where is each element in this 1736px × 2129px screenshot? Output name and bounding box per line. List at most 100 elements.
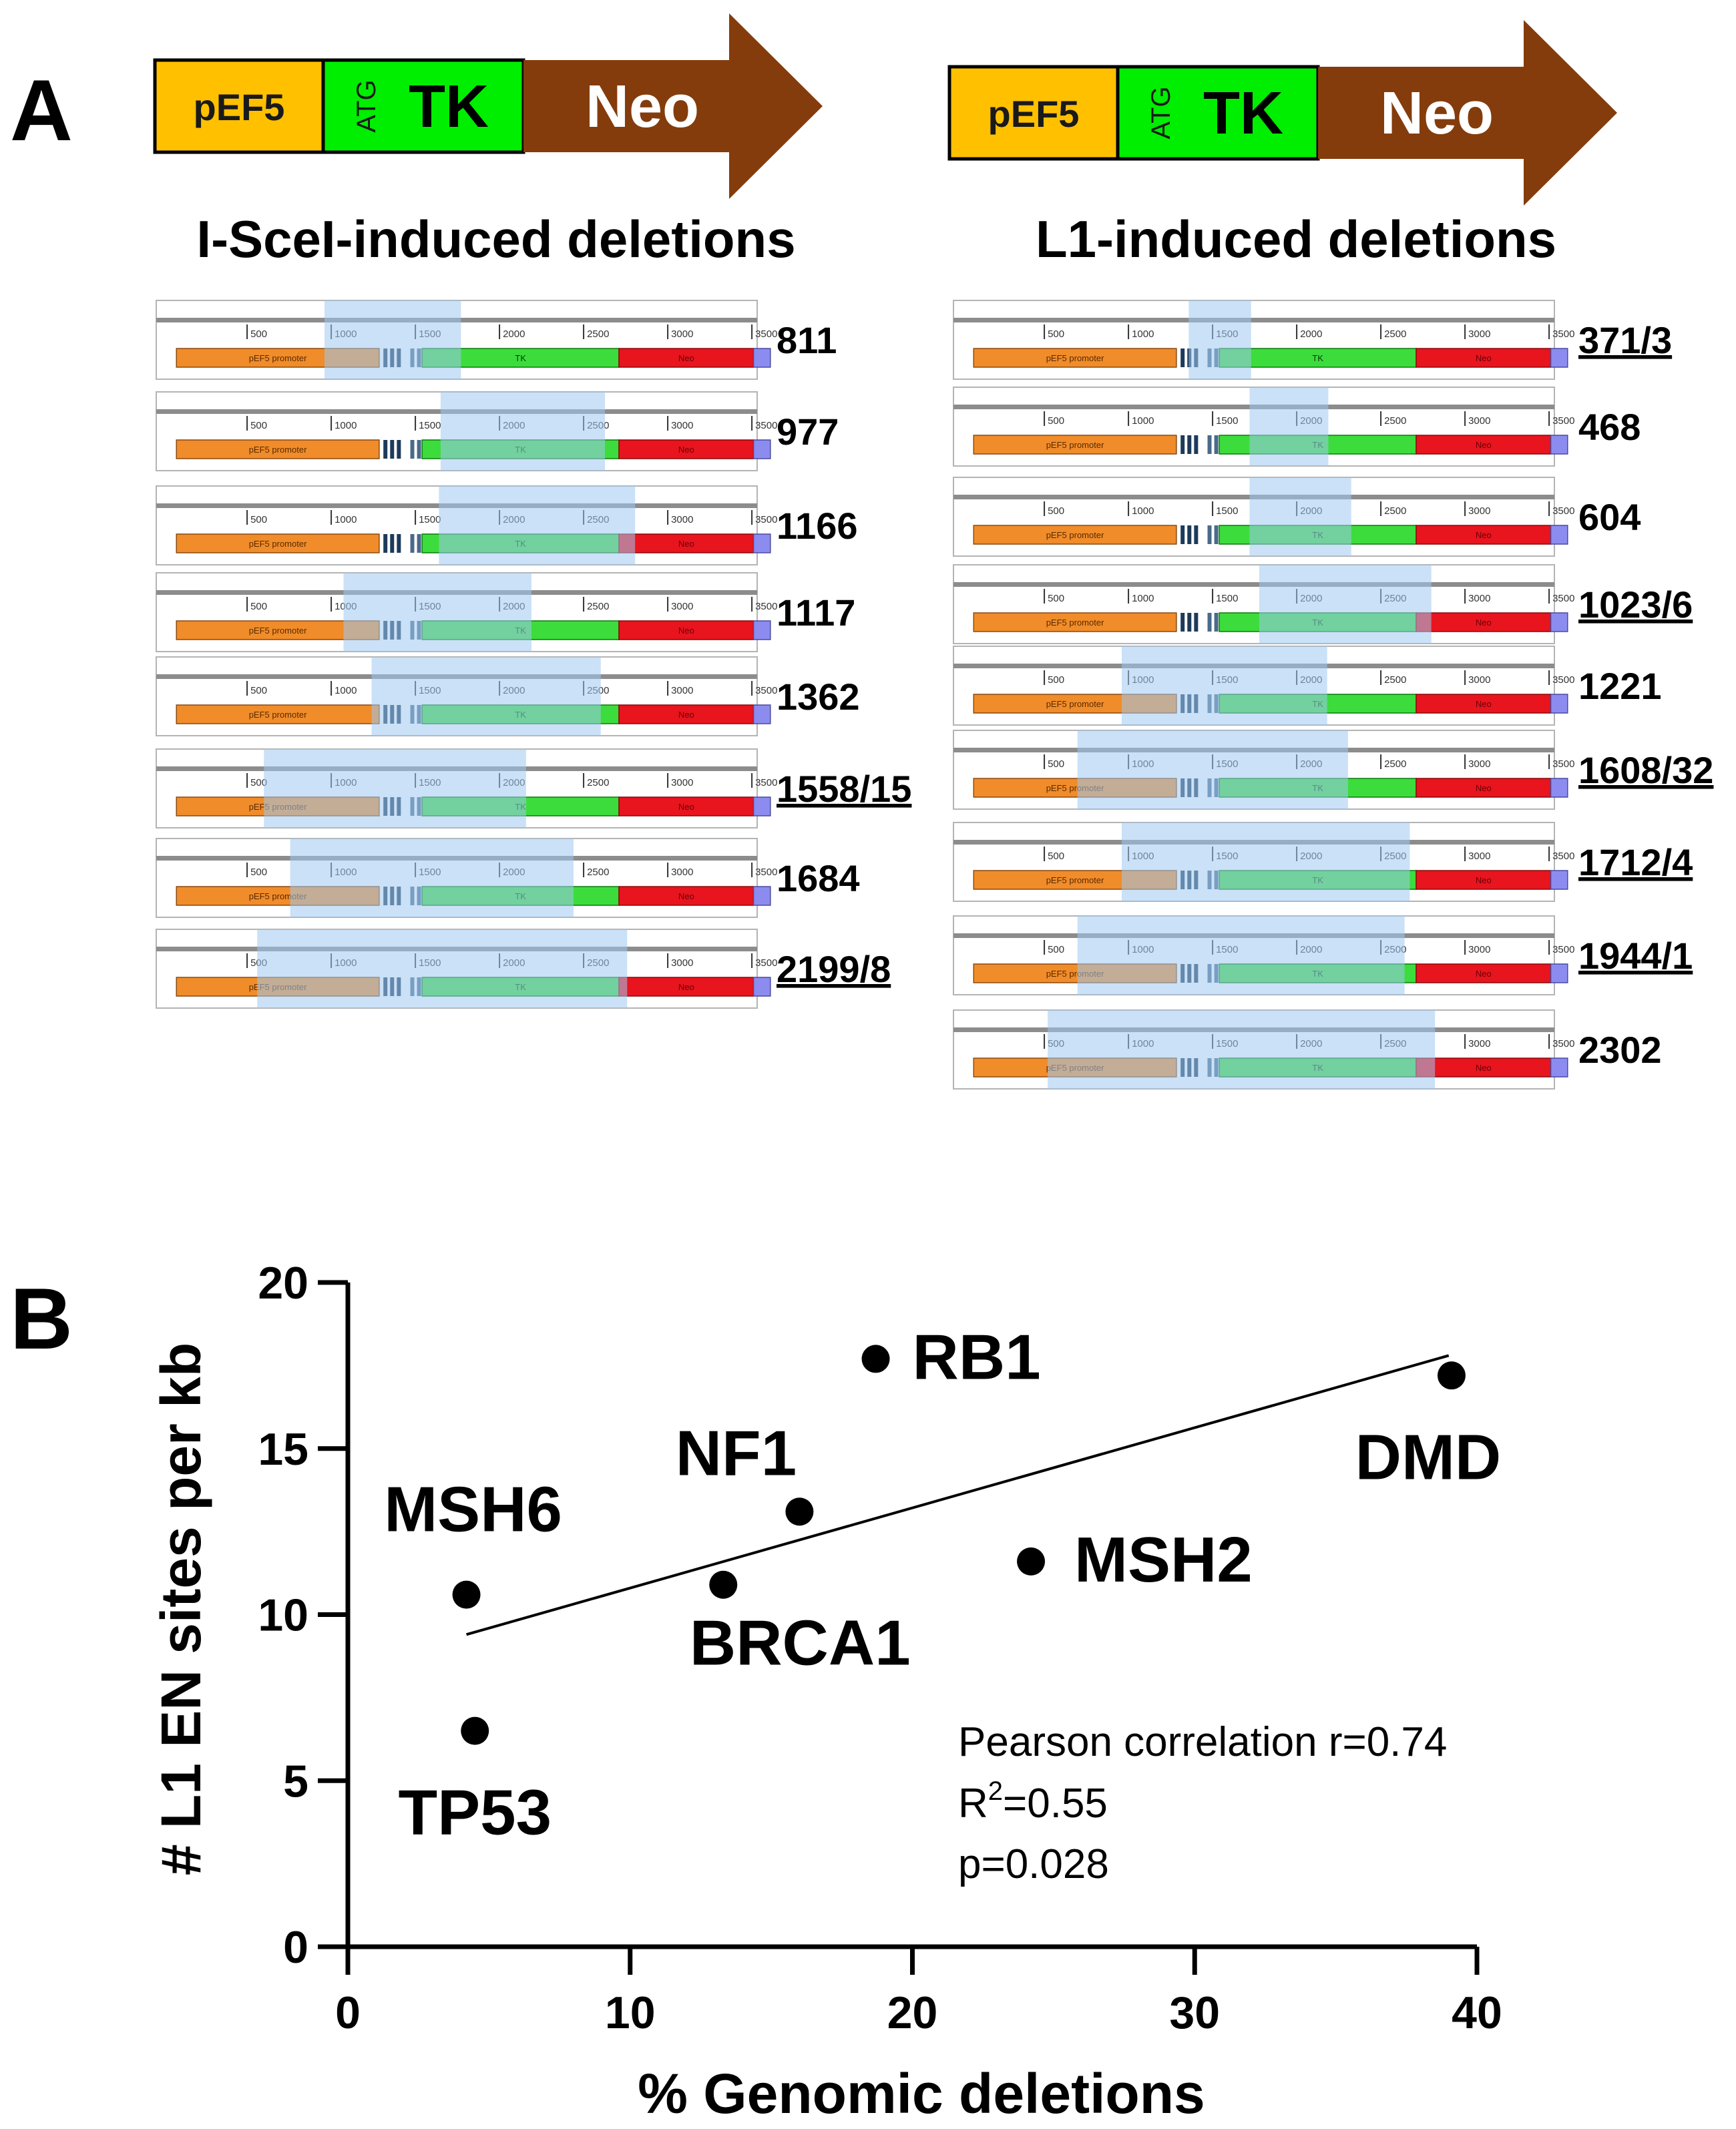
map-end-block <box>752 439 771 459</box>
map-neo-label: Neo <box>1476 440 1492 450</box>
map-tick-label: 3000 <box>671 601 693 612</box>
deletion-highlight <box>1077 730 1348 809</box>
deletion-size-label: 1712/4 <box>1578 841 1693 883</box>
deletion-highlight <box>1249 477 1351 556</box>
map-tick-label: 3000 <box>671 420 693 431</box>
map-tick-label: 3500 <box>1552 851 1574 862</box>
point-dmd <box>1437 1361 1466 1390</box>
map-tick-label: 3500 <box>1552 415 1574 427</box>
deletion-size-label: 1023/6 <box>1578 583 1693 626</box>
map-tick-label: 1000 <box>335 514 357 525</box>
deletion-highlight <box>264 749 526 828</box>
map-tick-label: 2500 <box>587 601 609 612</box>
x-tick-label: 40 <box>1452 1987 1502 2038</box>
promoter-label: pEF5 <box>988 93 1080 135</box>
promoter-block <box>947 65 1120 161</box>
map-neo <box>618 796 754 816</box>
map-promoter <box>176 533 380 553</box>
map-tick-label: 1500 <box>419 514 441 525</box>
x-tick-label: 20 <box>887 1987 938 2038</box>
map-marker <box>383 440 388 459</box>
scatter-chart: 0 5 10 15 20 0 10 20 30 40 RB1 DMD NF1 MSH6 BRCA1 MSH… <box>150 1258 1502 2125</box>
map-marker <box>410 534 415 553</box>
map-tick-label: 2500 <box>587 328 609 340</box>
r2-value: =0.55 <box>1003 1781 1108 1827</box>
atg-label: ATG <box>352 79 381 132</box>
point-nf1 <box>785 1497 814 1526</box>
map-neo-label: Neo <box>1476 618 1492 628</box>
point-label-nf1: NF1 <box>676 1417 797 1489</box>
map-tick-label: 2500 <box>1384 505 1406 517</box>
map-neo-label: Neo <box>1476 353 1492 363</box>
map-end-block <box>752 348 771 368</box>
map-tick-label: 2500 <box>587 867 609 878</box>
map-tick-label: 3500 <box>1552 674 1574 686</box>
map-tick-label: 1500 <box>419 420 441 431</box>
map-neo-label: Neo <box>678 445 694 455</box>
map-neo-label: Neo <box>678 539 694 549</box>
pearson-text: Pearson correlation r=0.74 <box>958 1719 1447 1765</box>
map-tick-label: 1000 <box>1132 328 1154 340</box>
map-neo <box>1416 348 1552 368</box>
deletion-map: 500100015002000250030003500pEF5 promoter… <box>156 572 777 652</box>
map-marker <box>1180 525 1185 544</box>
map-promoter-label: pEF5 promoter <box>249 626 307 636</box>
map-tick-label: 1500 <box>1216 505 1238 517</box>
map-promoter-label: pEF5 promoter <box>249 710 307 720</box>
map-tick-label: 3000 <box>671 777 693 788</box>
map-neo-label: Neo <box>678 353 694 363</box>
map-neo-label: Neo <box>678 710 694 720</box>
deletion-size-label: 1684 <box>777 857 860 899</box>
promoter-label: pEF5 <box>194 86 285 128</box>
deletion-size-label: 977 <box>777 411 839 453</box>
tk-label: TK <box>409 73 489 140</box>
map-tick-label: 3500 <box>755 957 777 969</box>
map-neo-label: Neo <box>1476 530 1492 540</box>
deletion-highlight <box>371 657 601 736</box>
deletion-map: 500100015002000250030003500pEF5 promoter… <box>953 1009 1574 1090</box>
map-tick-label: 3000 <box>671 957 693 969</box>
map-tick-label: 2500 <box>1384 674 1406 686</box>
y-axis-title: # L1 EN sites per kb <box>150 1343 212 1875</box>
map-tick-label: 3000 <box>1468 758 1490 770</box>
map-tick-label: 3500 <box>755 777 777 788</box>
map-promoter-label: pEF5 promoter <box>1046 440 1104 450</box>
map-tick-label: 3500 <box>1552 505 1574 517</box>
regression-line <box>466 1354 1450 1636</box>
map-neo-label: Neo <box>1476 875 1492 885</box>
map-marker <box>1180 435 1185 454</box>
y-tick-label: 10 <box>258 1590 308 1641</box>
map-tick-label: 500 <box>250 867 267 878</box>
map-marker <box>1214 613 1219 632</box>
map-tick-label: 3000 <box>1468 593 1490 604</box>
y-ticks: 0 5 10 15 20 <box>258 1258 348 1973</box>
map-marker <box>410 440 415 459</box>
tk-label: TK <box>1203 80 1283 147</box>
p-value-text: p=0.028 <box>958 1841 1109 1887</box>
deletion-highlight <box>440 392 606 471</box>
map-promoter-label: pEF5 promoter <box>249 445 307 455</box>
map-marker <box>1194 613 1199 632</box>
map-neo <box>618 533 754 553</box>
map-end-block <box>1550 870 1568 890</box>
construct-left: pEF5 ATG TK Neo <box>153 13 823 199</box>
map-end-block <box>1550 348 1568 368</box>
map-tick-label: 1000 <box>335 420 357 431</box>
map-tick-label: 3000 <box>1468 944 1490 955</box>
map-neo-label: Neo <box>1476 969 1492 979</box>
map-promoter-label: pEF5 promoter <box>249 539 307 549</box>
map-end-block <box>752 977 771 997</box>
deletion-highlight <box>257 929 628 1008</box>
map-tick-label: 500 <box>1048 415 1064 427</box>
map-neo <box>618 348 754 368</box>
map-tick-label: 500 <box>1048 674 1064 686</box>
data-points: RB1 DMD NF1 MSH6 BRCA1 MSH2 TP53 <box>384 1321 1501 1848</box>
x-tick-label: 30 <box>1169 1987 1220 2038</box>
map-tick-label: 3500 <box>1552 328 1574 340</box>
map-promoter <box>973 612 1177 632</box>
map-tick-label: 3500 <box>1552 758 1574 770</box>
neo-label: Neo <box>586 73 699 140</box>
map-tick-label: 3000 <box>1468 505 1490 517</box>
map-tick-label: 3500 <box>1552 1038 1574 1049</box>
deletion-map: 500100015002000250030003500pEF5 promoter… <box>953 730 1574 810</box>
